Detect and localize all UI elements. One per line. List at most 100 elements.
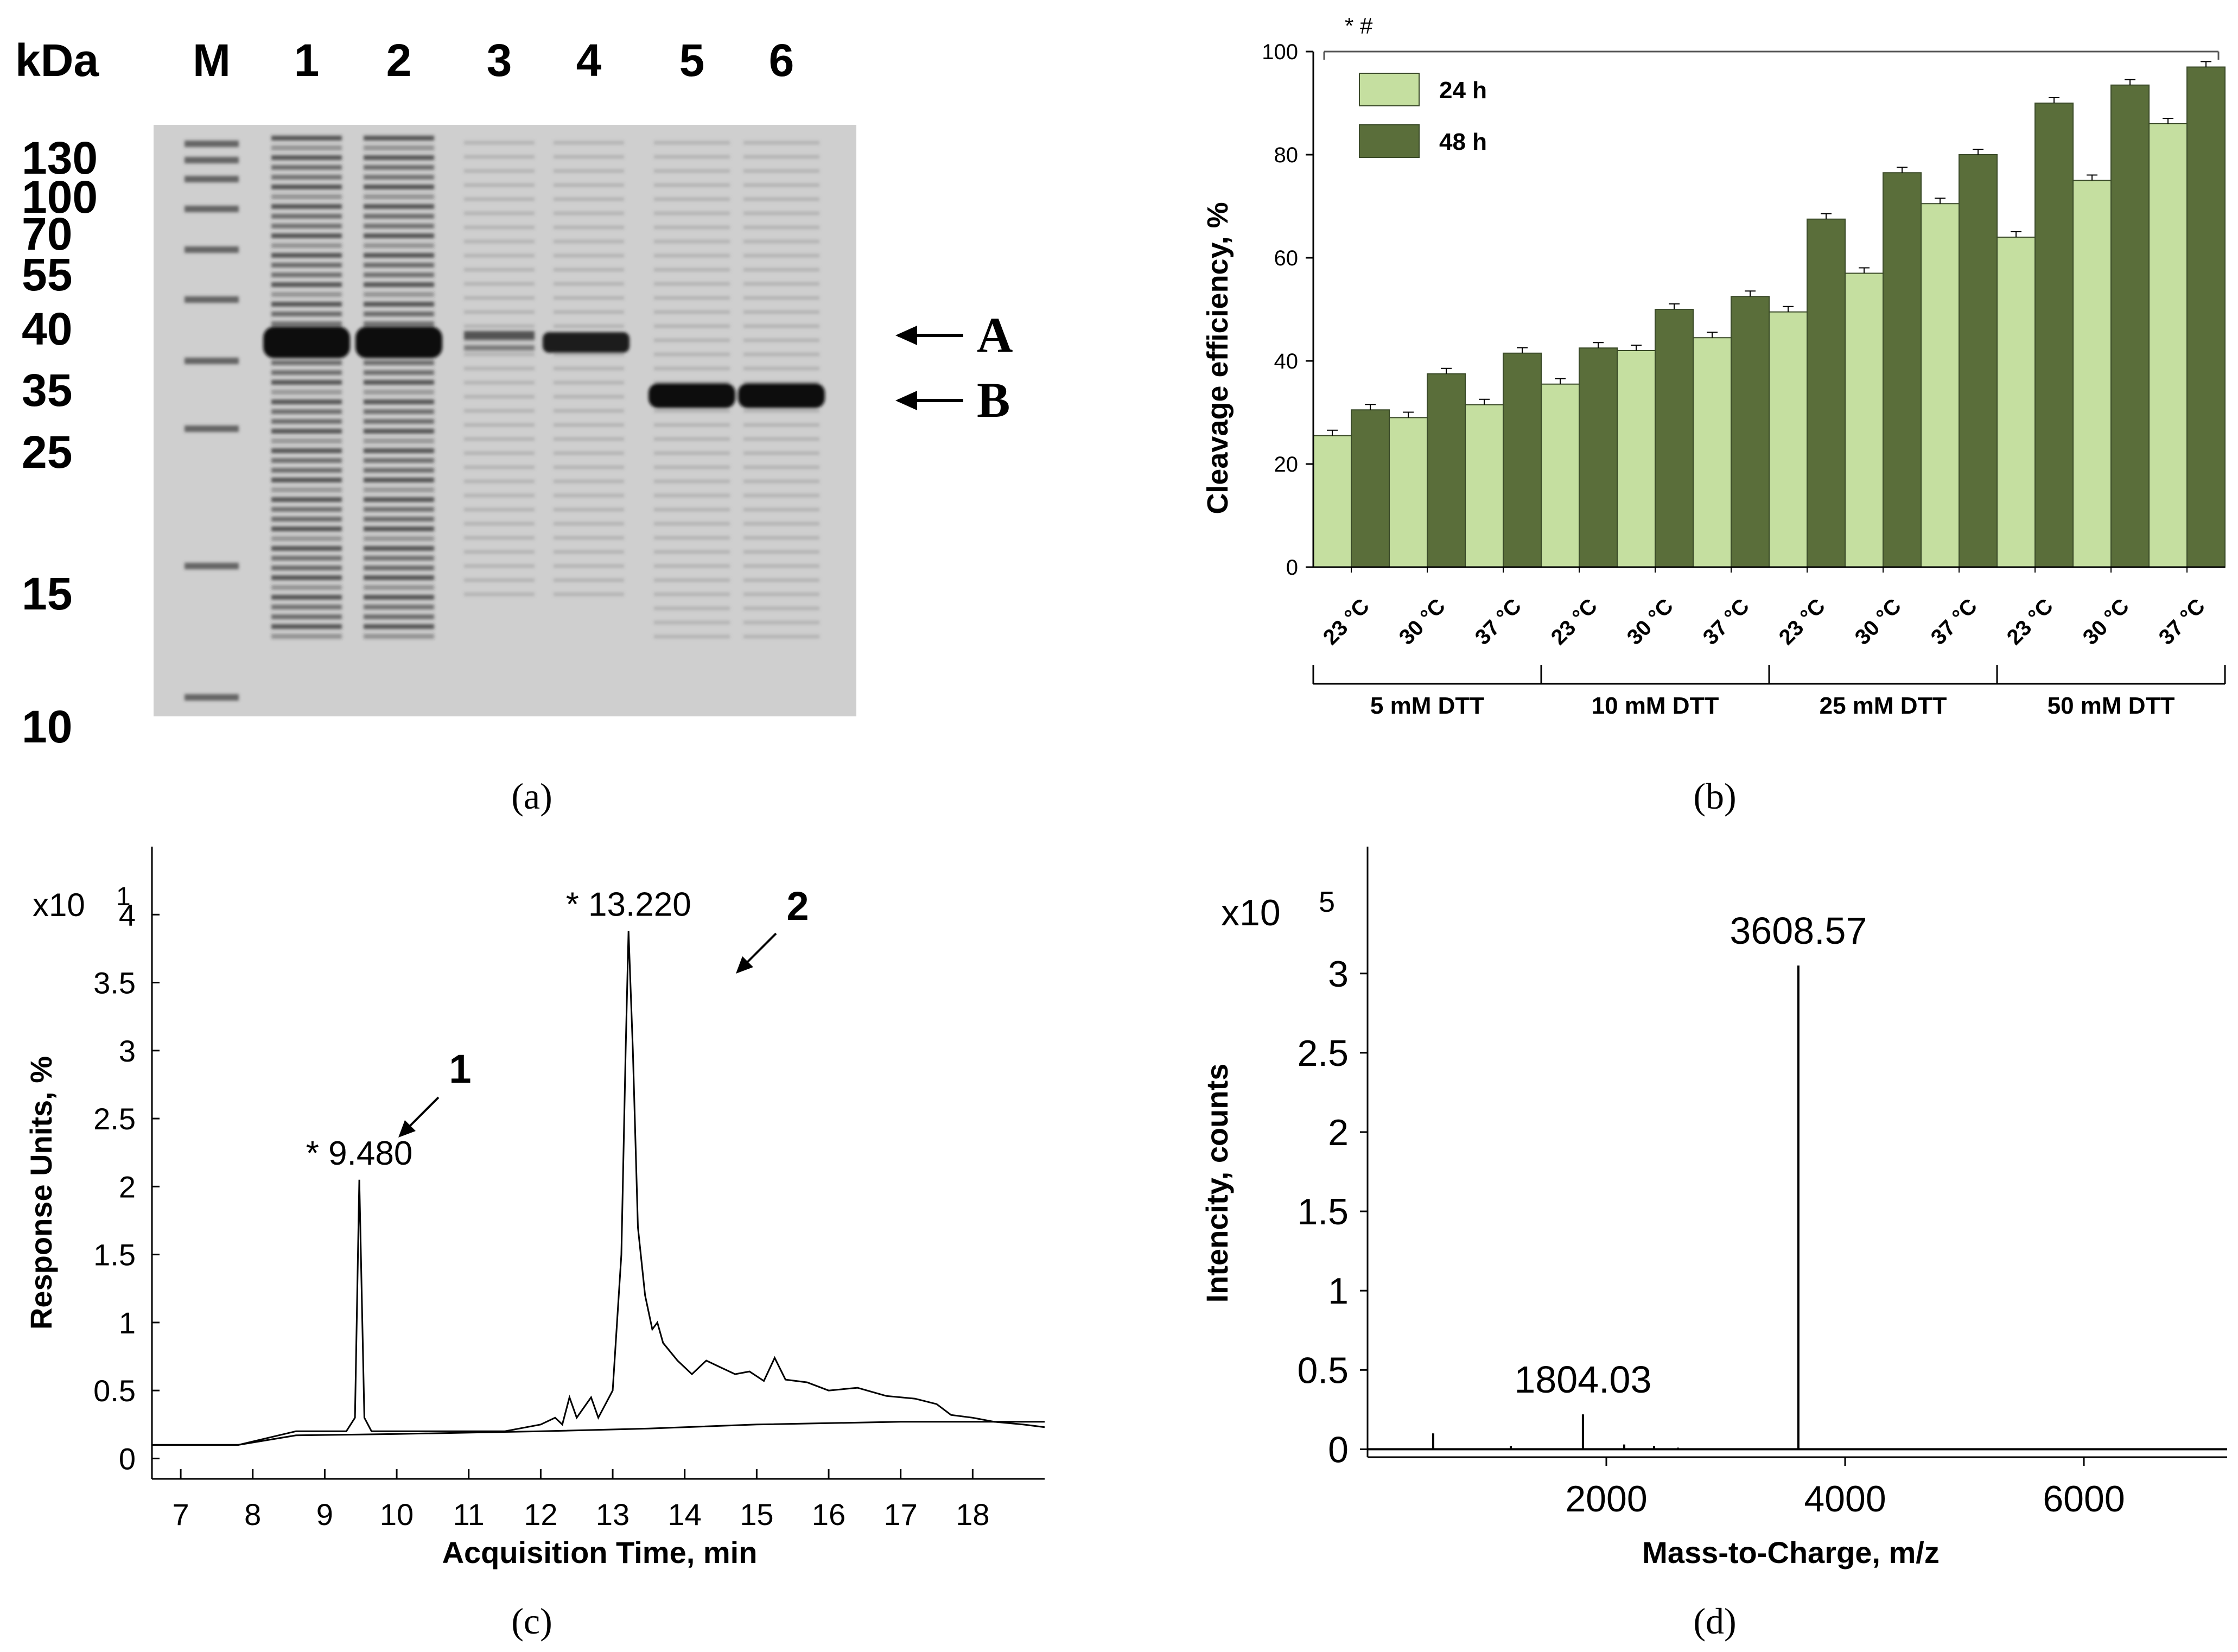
protein-band: [364, 321, 434, 326]
protein-band: [743, 452, 819, 455]
protein-band: [464, 367, 535, 370]
band-b: [738, 383, 825, 408]
kda-label: kDa: [15, 35, 99, 86]
bar-48h: [1959, 154, 1998, 568]
band-a-lane3: [464, 331, 535, 340]
protein-band: [554, 240, 624, 243]
protein-band: [743, 296, 819, 300]
protein-band: [743, 226, 819, 229]
protein-band: [554, 169, 624, 173]
protein-band: [654, 310, 730, 314]
protein-band: [271, 321, 342, 326]
d-y-axis-label: Intencity, counts: [1200, 1064, 1234, 1303]
c-arrow-2-icon: [736, 956, 753, 974]
protein-band: [364, 204, 434, 209]
protein-band: [554, 452, 624, 455]
protein-band: [364, 526, 434, 531]
protein-band: [464, 579, 535, 582]
protein-band: [654, 339, 730, 342]
protein-band: [743, 240, 819, 243]
protein-band: [364, 566, 434, 570]
protein-band: [364, 175, 434, 180]
bar-24h: [1389, 417, 1428, 568]
band-b: [648, 383, 735, 408]
legend-swatch: [1359, 73, 1420, 106]
protein-band: [364, 634, 434, 639]
protein-band: [743, 536, 819, 539]
protein-band: [743, 466, 819, 469]
protein-band: [654, 466, 730, 469]
d-x-tick-label: 4000: [1804, 1478, 1886, 1520]
protein-band: [743, 183, 819, 187]
protein-band: [554, 522, 624, 525]
protein-band: [271, 194, 342, 199]
d-y-tick-label: 3: [1328, 954, 1349, 995]
protein-band: [654, 254, 730, 257]
protein-band: [743, 550, 819, 554]
d-y-tick-label: 2: [1328, 1112, 1349, 1153]
protein-band: [271, 419, 342, 424]
protein-band: [271, 497, 342, 502]
bar-48h: [2034, 103, 2074, 568]
protein-band: [654, 381, 730, 384]
protein-band: [271, 634, 342, 639]
protein-band: [464, 452, 535, 455]
protein-band: [271, 575, 342, 580]
c-scale-exponent: 1: [116, 882, 131, 911]
protein-band: [271, 224, 342, 228]
protein-band: [743, 268, 819, 271]
protein-band: [464, 198, 535, 201]
b-y-axis-label: Cleavage efficiency, %: [1201, 202, 1234, 514]
protein-band: [554, 437, 624, 441]
protein-band: [364, 487, 434, 492]
d-y-tick-label: 1.5: [1297, 1191, 1349, 1232]
protein-band: [743, 579, 819, 582]
c-x-axis-label: Acquisition Time, min: [442, 1535, 758, 1570]
marker-band: [185, 206, 239, 212]
protein-band: [554, 550, 624, 554]
b-x-tick-label: 30 °C: [1395, 594, 1450, 650]
bar-24h: [1921, 203, 1960, 568]
protein-band: [464, 536, 535, 539]
protein-band: [554, 198, 624, 201]
lane-label: 6: [769, 35, 794, 86]
protein-band: [464, 254, 535, 257]
marker-label: 10: [22, 701, 72, 752]
c-x-tick-label: 9: [316, 1497, 333, 1532]
protein-band: [271, 517, 342, 522]
protein-band: [364, 439, 434, 443]
protein-band: [554, 494, 624, 497]
b-x-tick-label: 23 °C: [1775, 594, 1830, 650]
protein-band: [654, 409, 730, 412]
protein-band: [743, 607, 819, 610]
protein-band: [654, 550, 730, 554]
c-x-tick-label: 13: [596, 1497, 630, 1532]
arrow-a-icon: [895, 326, 917, 345]
lane-label: 4: [576, 35, 602, 86]
protein-band: [743, 155, 819, 158]
protein-band: [554, 325, 624, 328]
protein-band: [554, 579, 624, 582]
c-arrow-1-icon: [398, 1120, 416, 1138]
protein-band: [364, 233, 434, 238]
protein-band: [364, 312, 434, 316]
protein-band: [364, 302, 434, 307]
lane-label: M: [193, 35, 231, 86]
c-scale-label: x10: [33, 887, 85, 923]
protein-band: [554, 353, 624, 356]
marker-band: [185, 358, 239, 364]
c-y-tick-label: 0: [119, 1441, 136, 1476]
protein-band: [364, 517, 434, 522]
protein-band: [271, 360, 342, 365]
protein-band: [554, 508, 624, 511]
protein-band: [464, 409, 535, 412]
c-arrow-2-line: [742, 932, 777, 967]
protein-band: [364, 224, 434, 228]
bar-48h: [1579, 347, 1618, 568]
c-x-tick-label: 18: [956, 1497, 989, 1532]
protein-band: [654, 437, 730, 441]
protein-band: [554, 409, 624, 412]
bar-48h: [1731, 296, 1770, 568]
marker-label: 25: [22, 427, 72, 478]
